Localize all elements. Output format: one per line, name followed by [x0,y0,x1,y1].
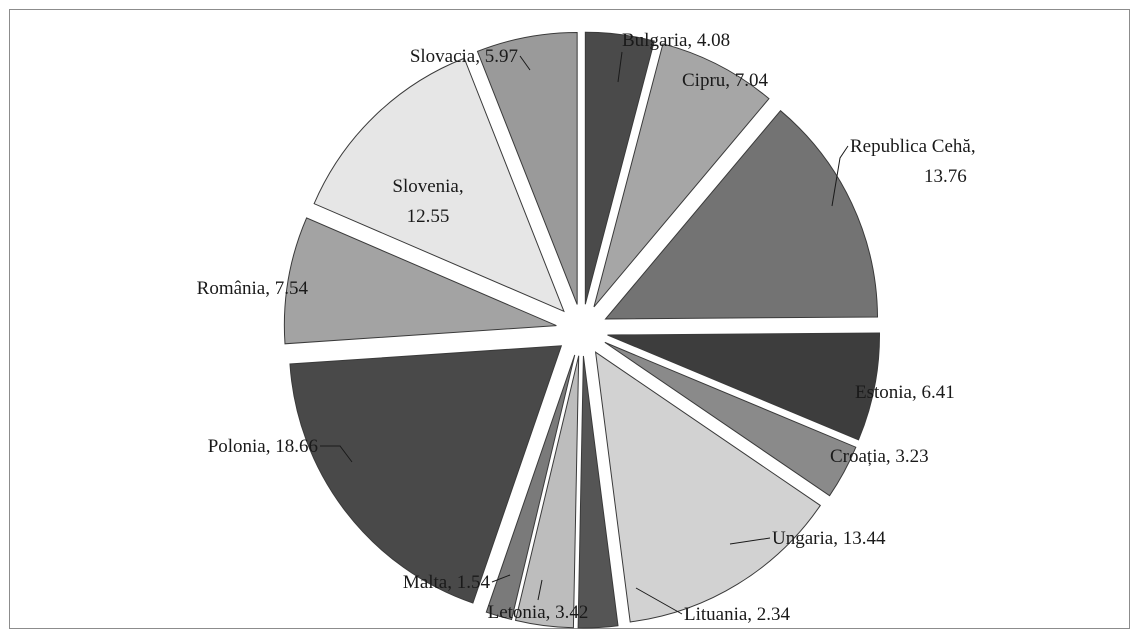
pie-slice-lituania [577,355,619,629]
data-label-malta: Malta, 1.54 [403,572,491,593]
data-label-slovenia: Slovenia, 12.55 [392,176,463,227]
data-labels: Bulgaria, 4.08 Cipru, 7.04 Republica Cehă,… [197,30,976,625]
pie-slice-ungaria [594,351,821,623]
leader-lines [320,51,849,615]
pie-slice-estonia [607,332,881,441]
pie-slice-slovenia [313,57,565,313]
data-label-lituania: Lituania, 2.34 [684,604,791,625]
pie-slice-cipru [593,43,770,308]
pie-slice-republica-ceha [604,109,879,320]
leader-line-polonia [320,445,353,463]
data-label-bulgaria: Bulgaria, 4.08 [622,30,730,51]
pie-slice-polonia [289,345,563,604]
data-label-letonia: Letonia, 3.42 [488,602,589,623]
pie-chart: Bulgaria, 4.08 Cipru, 7.04 Republica Cehă,… [197,30,976,629]
data-label-republica-ceha: Republica Cehă, 13.76 [850,136,976,187]
data-label-ungaria: Ungaria, 13.44 [772,528,886,549]
leader-line-malta [491,574,511,583]
data-label-slovacia: Slovacia, 5.97 [410,46,518,67]
pie-slice-malta [485,354,576,621]
leader-line-bulgaria [617,51,623,83]
leader-line-letonia [537,579,543,601]
pie-slice-slovacia [476,31,578,305]
data-label-estonia: Estonia, 6.41 [855,382,955,403]
pie-slice-bulgaria [584,31,655,305]
leader-line-republica-ceha [831,145,849,207]
pie-slices [283,31,881,629]
pie-slice-romania [283,217,557,345]
leader-line-lituania [635,587,683,615]
data-label-polonia: Polonia, 18.66 [208,436,318,457]
data-label-croatia: Croația, 3.23 [830,446,929,467]
data-label-romania: România, 7.54 [197,278,309,299]
chart-frame: Bulgaria, 4.08 Cipru, 7.04 Republica Cehă,… [9,9,1130,629]
data-label-cipru: Cipru, 7.04 [682,70,769,91]
pie-slice-letonia [514,355,580,629]
leader-line-ungaria [729,537,771,545]
leader-line-slovacia [519,55,531,71]
pie-slice-croatia [604,341,857,497]
